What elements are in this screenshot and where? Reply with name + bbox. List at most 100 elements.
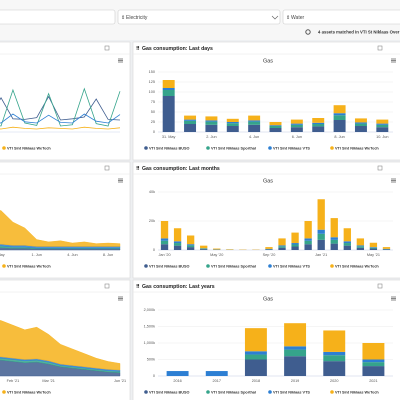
- bar-segment: [376, 124, 389, 128]
- legend-marker[interactable]: [330, 390, 334, 394]
- y-tick-label: 0: [153, 130, 155, 134]
- legend-label[interactable]: VTI Sint Niklaas Sporthal: [211, 146, 256, 150]
- maximize-icon[interactable]: [377, 45, 383, 51]
- area-series: [0, 245, 121, 250]
- maximize-icon[interactable]: [377, 283, 383, 289]
- legend-marker[interactable]: [330, 146, 334, 150]
- bar-segment: [162, 80, 175, 88]
- legend-label[interactable]: VTI Sint Niklaas BUSO: [149, 264, 190, 268]
- bar-segment: [362, 343, 385, 360]
- electricity-select[interactable]: [117, 9, 281, 25]
- legend-marker[interactable]: [268, 264, 272, 268]
- legend-marker[interactable]: [206, 264, 210, 268]
- bar-segment: [290, 123, 303, 125]
- legend-marker[interactable]: [2, 390, 6, 394]
- maximize-icon[interactable]: [104, 165, 110, 171]
- bar-segment: [205, 116, 218, 121]
- legend-marker[interactable]: [330, 264, 334, 268]
- legend-marker[interactable]: [2, 264, 6, 268]
- bar-segment: [323, 361, 346, 376]
- panel-title: Gas consumption: Last days: [142, 46, 213, 52]
- y-tick-label: 75: [151, 100, 155, 104]
- bar-segment: [290, 119, 303, 124]
- legend-label[interactable]: VTI Sint Niklaas BUSO: [149, 390, 190, 394]
- y-tick-label: 25: [151, 120, 155, 124]
- legend-marker[interactable]: [144, 264, 148, 268]
- x-tick-label: 2016: [173, 379, 181, 383]
- legend-label[interactable]: VTI Sint Niklaas WeTech: [335, 146, 379, 150]
- legend-marker[interactable]: [144, 146, 148, 150]
- legend-label[interactable]: VTI Sint Niklaas BUSO: [149, 146, 190, 150]
- x-tick-label: 2019: [291, 379, 299, 383]
- bar-segment: [200, 248, 208, 250]
- legend-marker[interactable]: [268, 146, 272, 150]
- bar-segment: [356, 246, 365, 248]
- legend-label[interactable]: VTI Sint Niklaas WeTech: [335, 390, 379, 394]
- bar-segment: [205, 121, 218, 125]
- bar-segment: [330, 237, 338, 240]
- x-tick-label: 4. Jun: [67, 253, 77, 257]
- bar-segment: [173, 243, 182, 246]
- bar-segment: [362, 366, 385, 376]
- settings-icon[interactable]: [305, 29, 311, 35]
- legend-marker[interactable]: [206, 146, 210, 150]
- bar-segment: [354, 122, 367, 124]
- bar-segment: [290, 127, 303, 132]
- y-tick-label: 125: [149, 80, 155, 84]
- bar-segment: [160, 240, 169, 245]
- bar-segment: [284, 356, 307, 376]
- bar-segment: [312, 122, 325, 124]
- bar-segment: [184, 115, 197, 120]
- legend-marker[interactable]: [144, 390, 148, 394]
- legend-marker[interactable]: [268, 390, 272, 394]
- search-input[interactable]: [0, 9, 116, 25]
- legend-label[interactable]: VTI Sint Niklaas Sporthal: [211, 264, 256, 268]
- bar-segment: [284, 323, 307, 347]
- x-tick-label: 2. Jun: [206, 135, 216, 139]
- bar-segment: [312, 126, 325, 132]
- x-tick-label: Mar '21: [42, 379, 55, 383]
- x-tick-label: May '21: [367, 253, 380, 257]
- legend-label[interactable]: VTI Sint Niklaas VTS: [273, 146, 310, 150]
- bar-segment: [184, 124, 197, 132]
- x-tick-label: 10. Jun: [376, 135, 388, 139]
- maximize-icon[interactable]: [104, 283, 110, 289]
- select-icon: ⇕: [121, 15, 125, 21]
- maximize-icon[interactable]: [377, 165, 383, 171]
- panel: [132, 41, 400, 161]
- bar-segment: [244, 328, 267, 352]
- legend-label[interactable]: VTI Sint Niklaas WeTech: [7, 264, 51, 268]
- bar-segment: [312, 118, 325, 123]
- legend-label[interactable]: VTI Sint Niklaas WeTech: [7, 146, 51, 150]
- legend-label[interactable]: VTI Sint Niklaas Sporthal: [211, 390, 256, 394]
- bar-segment: [330, 243, 338, 250]
- bar-segment: [356, 247, 365, 250]
- bar-segment: [284, 349, 307, 357]
- x-tick-label: Sep '20: [263, 253, 276, 257]
- bar-segment: [354, 123, 367, 126]
- legend-label[interactable]: VTI Sint Niklaas VTS: [273, 264, 310, 268]
- bar-segment: [265, 249, 273, 250]
- bar-segment: [244, 351, 267, 355]
- dropdown-caret: [271, 15, 279, 20]
- legend-label[interactable]: VTI Sint Niklaas VTS: [273, 390, 310, 394]
- bar-segment: [354, 118, 367, 123]
- water-select[interactable]: [282, 9, 400, 25]
- bar-segment: [354, 126, 367, 132]
- bar-segment: [186, 247, 195, 250]
- bar-segment: [304, 244, 312, 250]
- panel: [0, 161, 131, 279]
- electricity-label: Electricity: [126, 15, 148, 21]
- chart-title: Gas: [263, 296, 273, 302]
- x-tick-label: Jan '21: [315, 253, 327, 257]
- y-tick-label: 2,000k: [144, 308, 156, 312]
- legend-label[interactable]: VTI Sint Niklaas WeTech: [7, 390, 51, 394]
- bar-segment: [226, 122, 239, 124]
- bar-segment: [376, 127, 389, 132]
- legend-marker[interactable]: [2, 146, 6, 150]
- legend-marker[interactable]: [206, 390, 210, 394]
- maximize-icon[interactable]: [104, 45, 110, 51]
- legend-label[interactable]: VTI Sint Niklaas WeTech: [335, 264, 379, 268]
- bar-segment: [317, 229, 325, 234]
